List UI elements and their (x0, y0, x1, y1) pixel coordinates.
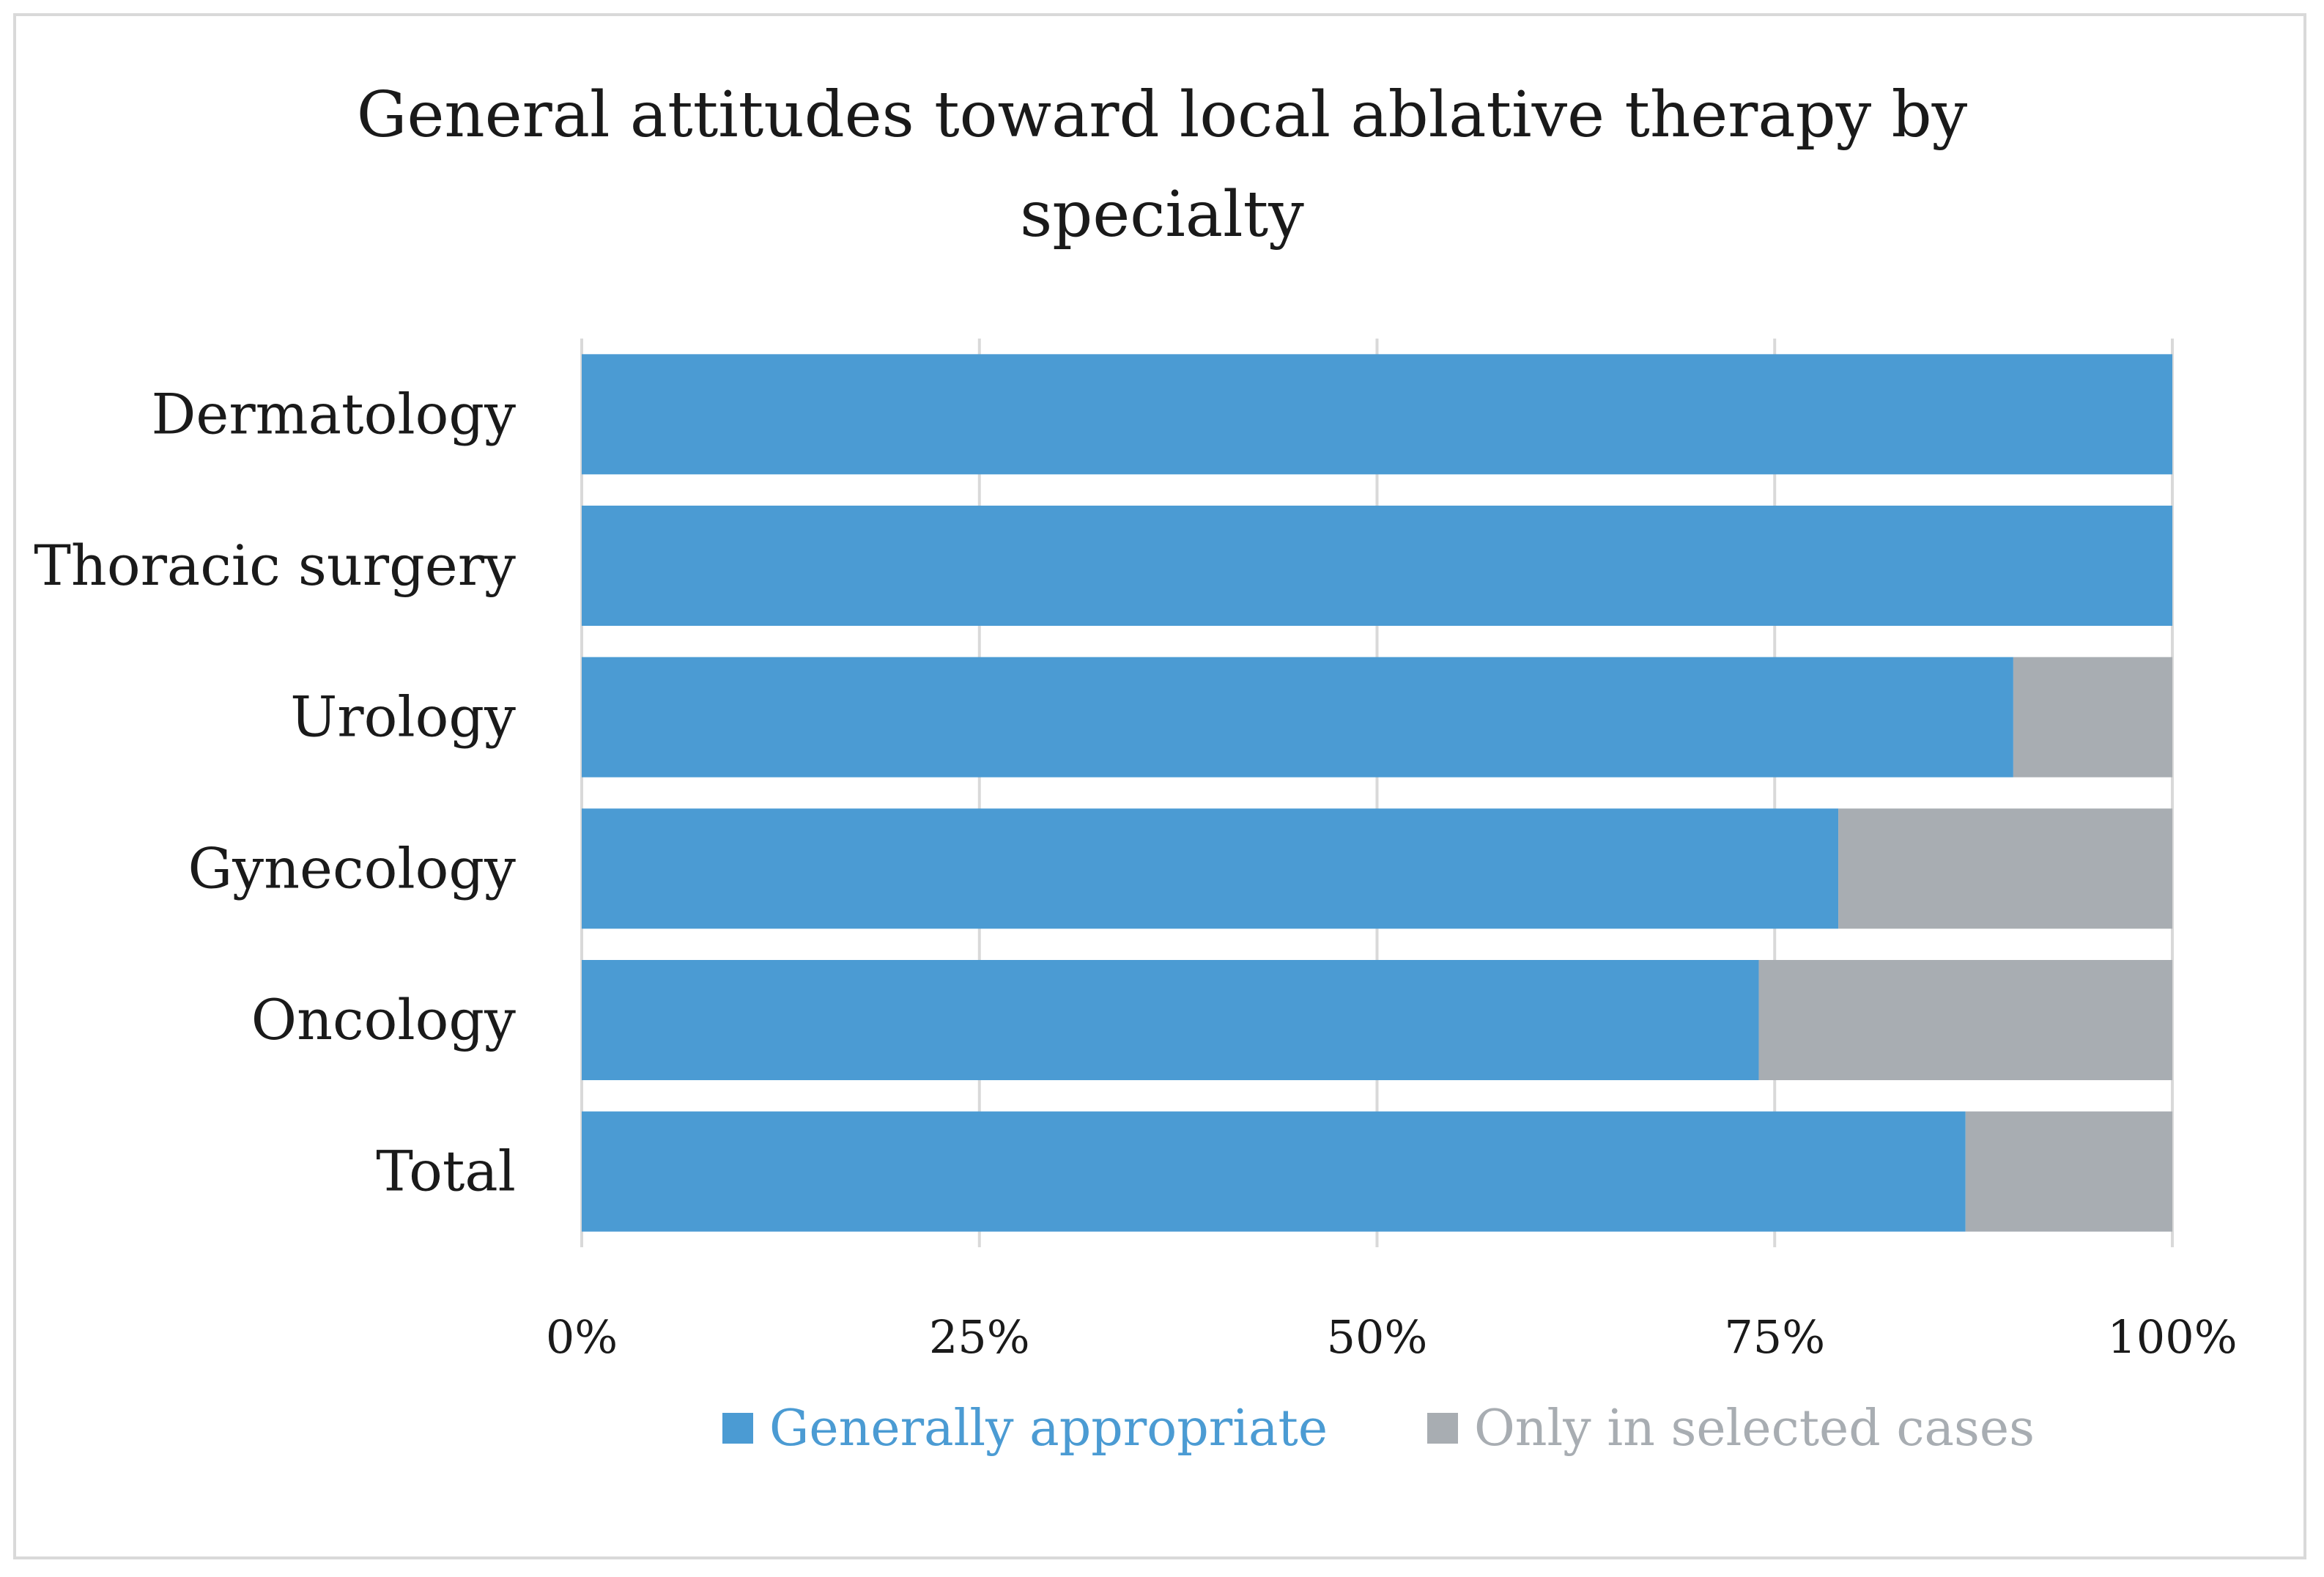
bar-urology-only-in-selected-cases (2013, 657, 2172, 778)
bar-thoracic-surgery-generally-appropriate (582, 506, 2172, 626)
bars (582, 354, 2172, 1232)
bar-total-only-in-selected-cases (1965, 1111, 2172, 1232)
bar-urology-generally-appropriate (582, 657, 2013, 778)
category-label-urology: Urology (290, 684, 516, 750)
bar-oncology-only-in-selected-cases (1758, 960, 2172, 1080)
legend-swatch-generally-appropriate (722, 1413, 753, 1444)
chart-title: General attitudes toward local ablative … (357, 78, 1968, 251)
category-label-oncology: Oncology (251, 987, 516, 1052)
value-axis-tick-labels: 0% 25% 50% 75% 100% (546, 1310, 2238, 1364)
bar-dermatology-generally-appropriate (582, 354, 2172, 475)
legend-label-generally-appropriate: Generally appropriate (769, 1400, 1328, 1458)
tick-label-25: 25% (929, 1310, 1030, 1364)
legend: Generally appropriate Only in selected ca… (722, 1400, 2035, 1458)
bar-gynecology-generally-appropriate (582, 808, 1839, 929)
chart-title-line-2: specialty (1020, 178, 1304, 251)
category-label-total: Total (376, 1139, 516, 1204)
category-label-thoracic-surgery: Thoracic surgery (34, 533, 516, 598)
tick-label-0: 0% (546, 1310, 618, 1364)
tick-label-75: 75% (1724, 1310, 1825, 1364)
chart-frame (13, 13, 2306, 1559)
legend-label-only-in-selected-cases: Only in selected cases (1474, 1400, 2035, 1458)
category-label-gynecology: Gynecology (188, 835, 516, 901)
bar-gynecology-only-in-selected-cases (1838, 808, 2172, 929)
bar-total-generally-appropriate (582, 1111, 1966, 1232)
legend-swatch-only-in-selected-cases (1427, 1413, 1458, 1444)
tick-label-50: 50% (1327, 1310, 1428, 1364)
chart-title-line-1: General attitudes toward local ablative … (357, 78, 1968, 152)
category-label-dermatology: Dermatology (151, 381, 516, 446)
bar-oncology-generally-appropriate (582, 960, 1759, 1080)
gridlines (580, 339, 2174, 1247)
category-axis-labels: Dermatology Thoracic surgery Urology Gyneco… (34, 381, 516, 1203)
tick-label-100: 100% (2107, 1310, 2237, 1364)
